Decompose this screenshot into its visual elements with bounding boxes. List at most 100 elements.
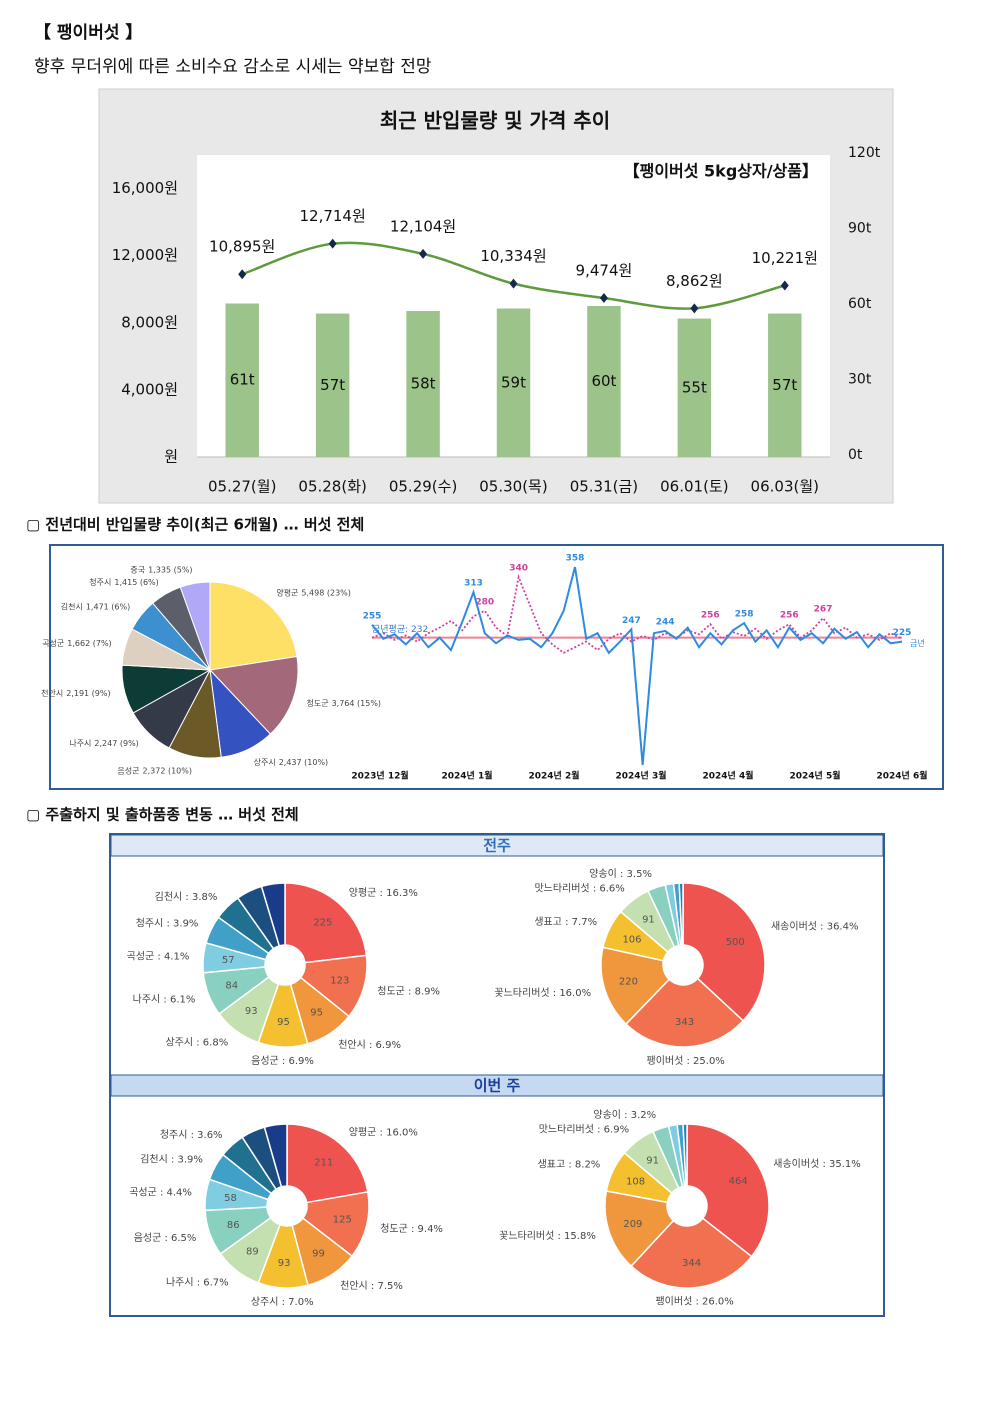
slice-value: 95 [310,1007,323,1018]
slice-name: 청주시 [89,577,111,586]
slice-label: 청주시 : 3.6% [160,1129,223,1141]
x-tick-label: 06.03(월) [751,478,819,496]
page-title: 【 팽이버섯 】 [34,22,142,43]
slice-label: 나주시 : 6.1% [133,993,196,1005]
y-tick-label: 8,000원 [121,313,178,331]
slice-name: 상주시 [254,757,276,767]
section-heading: ▢ 주출하지 및 출하품종 변동 … 버섯 전체 [26,806,299,824]
point-label: 280 [475,597,494,607]
point-marker [780,280,789,291]
donut-slice [600,946,671,1026]
point-marker [690,303,699,314]
panel-header [110,1074,884,1097]
donut-slice [678,882,684,946]
point-label: 340 [509,564,528,574]
donut-slice [625,977,745,1048]
x-tick-label: 05.28(화) [298,478,366,496]
point-label: 255 [363,611,382,621]
slice-label: 청주시 1,415 (6%) [89,577,158,586]
donut-slice [260,882,286,947]
bar-label: 55t [682,378,707,396]
slice-label: 꽃느타리버섯 : 15.8% [499,1230,596,1242]
bar-label: 58t [411,375,436,393]
y2-tick-label: 60t [848,296,872,312]
point-label: 10,895원 [209,238,275,256]
slice-label: 음성군 2,372 (10%) [117,766,192,775]
slice-label: 양평군 : 16.0% [349,1127,418,1139]
slice-value: 86 [227,1220,240,1231]
point-label: 358 [566,554,585,564]
slice-label: 중국 1,335 (5%) [130,565,192,574]
slice-label: 새송이버섯 : 35.1% [773,1158,861,1170]
slice-value: 57 [222,955,235,966]
slice-label: 음성군 : 6.5% [134,1232,197,1244]
panel-header [110,834,884,857]
donut-slice [284,882,368,964]
x-tick-label: 2024년 6월 [876,770,927,782]
y-tick-label: 16,000원 [112,179,178,197]
slice-label: 천안시 2,191 (9%) [41,687,110,697]
slice-label: 곡성군 : 4.4% [129,1187,192,1199]
x-tick-label: 2024년 4월 [702,770,753,782]
slice-value: 220 [619,976,638,987]
slice-name: 음성군 [117,766,139,775]
slice-label: 팽이버섯 : 25.0% [647,1055,725,1067]
donut-slice [682,882,766,1022]
slice-value: 99 [312,1248,325,1259]
pie-slice [209,581,298,671]
x-tick-label: 05.27(월) [208,478,276,496]
slice-value: 2,247 (9%) [94,739,138,748]
slice-label: 상주시 2,437 (10%) [254,757,329,767]
average-label: 금년평균: 232 [372,624,428,635]
slice-value: 93 [245,1006,258,1017]
x-tick-label: 05.30(목) [479,478,547,496]
y-tick-label: 원 [164,448,178,466]
slice-label: 천안시 : 6.9% [338,1039,401,1051]
bar [677,318,712,457]
x-tick-label: 2024년 5월 [789,770,840,782]
pie-slice [179,581,211,671]
slice-label: 곡성군 1,662 (7%) [42,638,111,647]
donut-slice [301,1191,370,1258]
donut-slice [604,1190,675,1268]
slice-label: 김천시 1,471 (6%) [61,601,130,611]
x-tick-label: 2023년 12월 [351,770,408,782]
point-label: 258 [735,610,754,620]
slice-value: 91 [646,1156,659,1167]
bar [496,308,531,457]
point-label: 256 [780,611,799,621]
x-tick-label: 2024년 3월 [615,770,666,782]
slice-label: 상주시 : 6.8% [165,1036,228,1048]
point-label: 244 [656,617,675,627]
slice-label: 상주시 : 7.0% [251,1296,314,1308]
donut-slice [286,1123,369,1204]
chart-annotation: 【팽이버섯 5kg상자/상품】 [624,162,818,181]
slice-value: 2,191 (9%) [66,688,110,697]
bar-label: 59t [501,373,526,391]
x-tick-label: 05.29(수) [389,478,457,496]
donut-slice [682,1123,688,1187]
slice-label: 맛느타리버섯 : 6.9% [539,1123,629,1135]
slice-label: 양평군 5,498 (23%) [276,587,351,597]
bar [587,306,621,457]
slice-label: 청주시 : 3.9% [136,917,199,929]
point-label: 267 [814,605,833,615]
slice-label: 팽이버섯 : 26.0% [655,1296,733,1308]
slice-name: 나주시 [69,739,91,748]
slice-label: 나주시 : 6.7% [166,1276,229,1288]
slice-label: 청도군 3,764 (15%) [306,699,381,708]
slice-value: 91 [642,915,655,926]
slice-label: 천안시 : 7.5% [340,1280,403,1292]
slice-label: 새송이버섯 : 36.4% [771,921,859,933]
slice-label: 생표고 : 7.7% [534,916,597,928]
x-tick-label: 2024년 1월 [441,770,492,782]
panel-title: 전주 [483,837,511,855]
point-label: 9,474원 [576,262,633,280]
slice-value: 3,764 (15%) [332,699,381,708]
donut-slice [263,1123,288,1188]
slice-value: 225 [313,917,332,928]
bar [225,303,259,457]
slice-label: 생표고 : 8.2% [538,1159,601,1171]
slice-value: 1,471 (6%) [86,602,130,611]
